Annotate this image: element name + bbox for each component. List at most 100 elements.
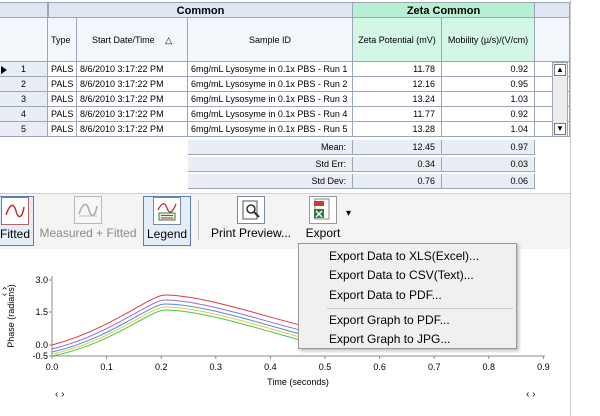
group-header-right: [535, 2, 570, 18]
print-preview-button[interactable]: Print Preview...: [206, 196, 296, 246]
column-header-mobility[interactable]: Mobility (µ/s)/(V/cm): [442, 18, 535, 62]
stat-value-zeta: 0.76: [353, 174, 442, 189]
menu-item-export-graph-pdf[interactable]: Export Graph to PDF...: [329, 313, 450, 327]
legend-button[interactable]: Legend: [143, 196, 191, 246]
table-cell-zeta[interactable]: 11.77: [353, 107, 442, 122]
x-tick-label: 0.3: [210, 362, 223, 372]
x-tick-label: 0.5: [319, 362, 332, 372]
measured-fitted-button[interactable]: Measured + Fitted: [38, 196, 138, 246]
table-cell-mobility[interactable]: 0.95: [442, 77, 535, 92]
graph-toolbar: Fitted Measured + Fitted Legend Print P: [0, 193, 600, 249]
table-cell-start[interactable]: 8/6/2010 3:17:22 PM: [77, 62, 188, 77]
table-cell-zeta[interactable]: 13.28: [353, 122, 442, 137]
group-header-blank: [0, 2, 48, 18]
sort-ascending-icon: △: [165, 35, 173, 45]
y-axis-scroll-icon[interactable]: ‹ ›: [0, 286, 11, 297]
table-cell-start[interactable]: 8/6/2010 3:17:22 PM: [77, 92, 188, 107]
menu-item-export-csv[interactable]: Export Data to CSV(Text)...: [329, 268, 474, 282]
x-tick-label: 0.6: [373, 362, 386, 372]
menu-item-export-graph-jpg[interactable]: Export Graph to JPG...: [329, 332, 451, 346]
grid-vertical-scrollbar[interactable]: ▲ ▼: [552, 62, 568, 137]
scroll-up-arrow-icon[interactable]: ▲: [554, 64, 566, 76]
x-axis-nav-left-icon[interactable]: ‹ ›: [55, 389, 65, 400]
scroll-down-arrow-icon[interactable]: ▼: [554, 123, 566, 135]
phase-curve-5: [51, 309, 301, 357]
column-header-start-time[interactable]: Start Date/Time △: [77, 18, 188, 62]
table-cell-type[interactable]: PALS: [48, 107, 77, 122]
table-cell-num[interactable]: 1: [0, 62, 48, 77]
current-row-pointer-icon: [1, 66, 7, 74]
print-preview-label: Print Preview...: [210, 226, 292, 240]
y-tick-label: -0.5: [32, 351, 48, 361]
stat-value-zeta: 0.34: [353, 157, 442, 172]
row-header-corner: [0, 18, 48, 62]
x-tick-label: 0.1: [100, 362, 113, 372]
table-cell-sample[interactable]: 6mg/mL Lysosyme in 0.1x PBS - Run 5: [188, 122, 353, 137]
column-header-sample-id[interactable]: Sample ID: [188, 18, 353, 62]
x-tick-label: 0.7: [428, 362, 441, 372]
stat-label: Mean:: [188, 140, 353, 155]
column-header-type[interactable]: Type: [48, 18, 77, 62]
table-cell-num[interactable]: 4: [0, 107, 48, 122]
table-cell-zeta[interactable]: 11.78: [353, 62, 442, 77]
table-cell-sample[interactable]: 6mg/mL Lysosyme in 0.1x PBS - Run 1: [188, 62, 353, 77]
x-tick-label: 0.9: [537, 362, 550, 372]
stat-label: Std Dev:: [188, 174, 353, 189]
measured-fitted-icon: [74, 196, 102, 224]
y-axis-label: Phase (radians): [6, 284, 16, 348]
table-cell-num[interactable]: 2: [0, 77, 48, 92]
table-cell-num[interactable]: 3: [0, 92, 48, 107]
column-header-start-label: Start Date/Time: [91, 35, 155, 45]
export-dropdown-arrow-icon[interactable]: ▾: [346, 208, 352, 219]
legend-icon: [153, 197, 181, 225]
x-tick-label: 0.4: [264, 362, 277, 372]
menu-item-export-data-pdf[interactable]: Export Data to PDF...: [329, 288, 442, 302]
table-cell-sample[interactable]: 6mg/mL Lysosyme in 0.1x PBS - Run 3: [188, 92, 353, 107]
toolbar-separator: [198, 200, 199, 240]
export-label: Export: [305, 226, 341, 240]
table-cell-mobility[interactable]: 1.03: [442, 92, 535, 107]
table-cell-sample[interactable]: 6mg/mL Lysosyme in 0.1x PBS - Run 2: [188, 77, 353, 92]
table-cell-num[interactable]: 5: [0, 122, 48, 137]
table-cell-type[interactable]: PALS: [48, 77, 77, 92]
y-tick-label: 1.5: [35, 307, 48, 317]
fitted-label: Fitted: [0, 227, 31, 241]
stat-value-zeta: 12.45: [353, 140, 442, 155]
table-cell-sample[interactable]: 6mg/mL Lysosyme in 0.1x PBS - Run 4: [188, 107, 353, 122]
group-header-zeta-common: Zeta Common: [353, 2, 535, 18]
phase-curve-1: [51, 294, 301, 346]
table-cell-type[interactable]: PALS: [48, 62, 77, 77]
stat-value-mobility: 0.97: [442, 140, 535, 155]
phase-curve-3: [51, 303, 301, 353]
x-tick-label: 0.0: [46, 362, 59, 372]
measured-fitted-label: Measured + Fitted: [39, 226, 137, 240]
table-cell-start[interactable]: 8/6/2010 3:17:22 PM: [77, 107, 188, 122]
phase-curve-2: [51, 299, 301, 350]
table-cell-mobility[interactable]: 1.04: [442, 122, 535, 137]
stat-value-mobility: 0.03: [442, 157, 535, 172]
stat-value-mobility: 0.06: [442, 174, 535, 189]
table-cell-start[interactable]: 8/6/2010 3:17:22 PM: [77, 77, 188, 92]
x-axis-label: Time (seconds): [267, 377, 329, 387]
table-cell-zeta[interactable]: 12.16: [353, 77, 442, 92]
menu-separator: [327, 308, 513, 309]
table-cell-mobility[interactable]: 0.92: [442, 107, 535, 122]
fitted-button[interactable]: Fitted: [0, 196, 34, 246]
table-cell-mobility[interactable]: 0.92: [442, 62, 535, 77]
export-icon: [309, 196, 337, 224]
group-header-common: Common: [48, 2, 353, 18]
legend-label: Legend: [147, 227, 188, 241]
fitted-curve-icon: [1, 197, 29, 225]
table-cell-start[interactable]: 8/6/2010 3:17:22 PM: [77, 122, 188, 137]
column-header-zeta-potential[interactable]: Zeta Potential (mV): [353, 18, 442, 62]
menu-item-export-xls[interactable]: Export Data to XLS(Excel)...: [329, 249, 480, 263]
table-cell-zeta[interactable]: 13.24: [353, 92, 442, 107]
x-axis-nav-right-icon[interactable]: ‹ ›: [526, 389, 536, 400]
phase-plot-svg: 3.0 1.5 0.0-0.5 0.0 0.1 0.2 0.3 0.4 0.5 0.6 0.7 0.…: [6, 275, 550, 387]
column-header-extra: [535, 18, 570, 62]
export-button[interactable]: Export: [300, 196, 346, 246]
print-preview-icon: [237, 196, 265, 224]
right-panel-edge: [570, 0, 600, 416]
table-cell-type[interactable]: PALS: [48, 92, 77, 107]
table-cell-type[interactable]: PALS: [48, 122, 77, 137]
